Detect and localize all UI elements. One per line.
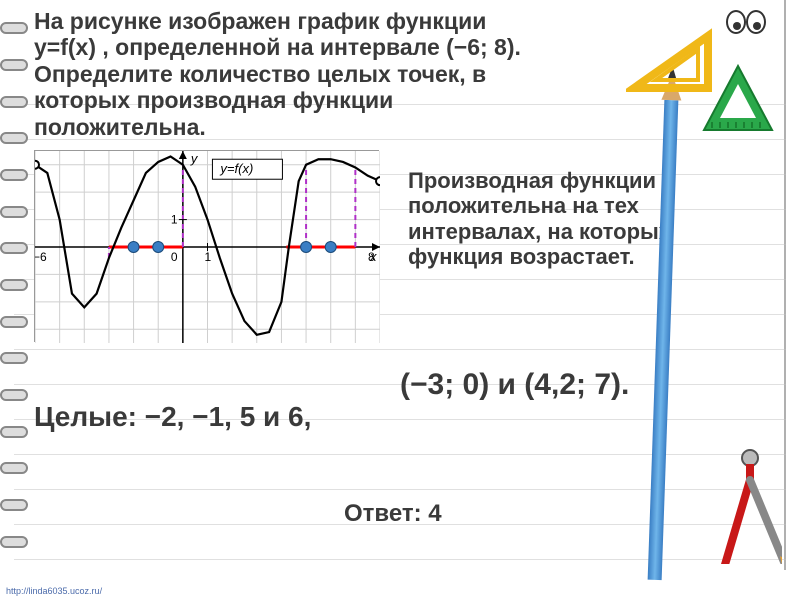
svg-text:8: 8 [368, 250, 375, 264]
svg-text:0: 0 [171, 250, 178, 264]
svg-text:1: 1 [205, 250, 212, 264]
explanation-text: Производная функции положительна на тех … [408, 168, 768, 269]
problem-statement: На рисунке изображен график функции y=f(… [34, 8, 554, 140]
intervals-text: (−3; 0) и (4,2; 7). [400, 368, 629, 402]
compass-icon [702, 444, 782, 564]
set-square-icon [698, 60, 778, 136]
eyes-icon [726, 10, 774, 38]
spiral-binding [0, 0, 28, 570]
footer-link: http://linda6035.ucoz.ru/ [6, 586, 102, 596]
integers-list: Целые: −2, −1, 5 и 6, [34, 400, 311, 434]
answer-text: Ответ: 4 [344, 500, 442, 528]
svg-text:1: 1 [171, 213, 178, 227]
function-graph: yx101−68y=f(x) [34, 150, 379, 342]
svg-text:−6: −6 [35, 250, 47, 264]
svg-text:y=f(x): y=f(x) [219, 161, 253, 176]
chart-svg: yx101−68y=f(x) [35, 151, 380, 343]
